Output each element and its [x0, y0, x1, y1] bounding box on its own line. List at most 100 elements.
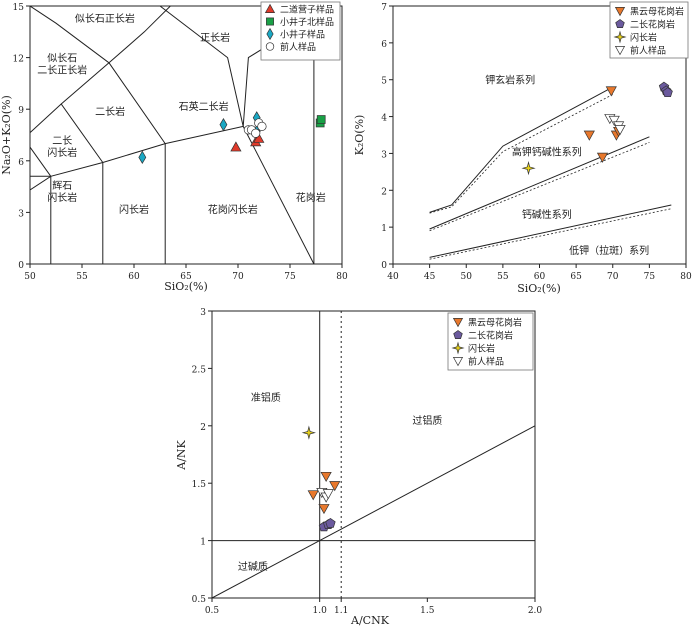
k2o-field-label: 钙碱性系列	[522, 208, 572, 221]
tas-legend-marker	[265, 42, 275, 51]
k2o-data-points	[521, 81, 673, 176]
k2o-x-tick-label: 55	[497, 272, 509, 282]
k2o-field-label: 高钾钙碱性系列	[512, 146, 582, 159]
k2o-x-tick-label: 75	[644, 272, 656, 282]
acnk-x-tick-label: 2.0	[528, 606, 543, 616]
acnk-y-axis-label: A/NK	[175, 439, 188, 470]
acnk-boundary-diagonal	[212, 425, 535, 598]
tas-field-label: 二长岩	[95, 105, 125, 118]
k2o-y-tick-label: 5	[381, 77, 387, 87]
k2o-legend-label: 二长花岗岩	[630, 19, 675, 31]
acnk-x-tick-label: 1.5	[420, 606, 435, 616]
tas-point-s1	[230, 141, 242, 152]
tas-field-label: 正长岩	[200, 31, 230, 44]
tas-y-tick-label: 3	[18, 209, 24, 219]
acnk-legend-label: 前人样品	[468, 356, 504, 368]
acnk-y-tick-label: 2	[200, 423, 206, 433]
k2o-point-s1	[583, 130, 595, 141]
tas-x-tick-label: 60	[128, 272, 140, 282]
acnk-y-tick-label: 0.5	[192, 595, 207, 605]
tas-field-label: 花岗岩	[296, 191, 326, 204]
k2o-legend-marker	[614, 7, 626, 17]
tas-y-axis-label: Na₂O+K₂O(%)	[0, 95, 13, 175]
acnk-point-s4	[322, 489, 334, 500]
tas-field-label: 闪长岩	[47, 191, 77, 204]
k2o-x-tick-label: 80	[680, 272, 692, 282]
acnk-point-s1	[307, 490, 319, 501]
acnk-y-tick-label: 1	[200, 538, 206, 548]
tas-x-tick-label: 50	[24, 272, 36, 282]
k2o-x-tick-label: 40	[387, 272, 399, 282]
k2o-legend-marker	[614, 46, 626, 56]
k2o-x-tick-label: 70	[607, 272, 619, 282]
k2o-legend-marker	[613, 30, 627, 44]
k2o-y-tick-label: 6	[381, 40, 387, 50]
acnk-field-label: 过铝质	[412, 414, 442, 427]
acnk-y-tick-label: 2.5	[192, 365, 207, 375]
k2o-y-tick-label: 0	[381, 261, 387, 271]
k2o-point-s2	[662, 87, 673, 98]
tas-field-boundary	[30, 146, 52, 177]
tas-y-tick-label: 12	[13, 55, 24, 65]
tas-legend-marker	[266, 17, 274, 26]
tas-x-tick-label: 65	[180, 272, 192, 282]
k2o-x-tick-label: 50	[461, 272, 473, 282]
tas-field-label: 石英二长岩	[179, 100, 229, 113]
tas-legend-label: 前人样品	[280, 41, 316, 53]
k2o-x-axis-label: SiO₂(%)	[517, 282, 561, 295]
k2o-x-tick-label: 45	[424, 272, 436, 282]
tas-field-label: 二长	[52, 135, 72, 147]
tas-point-s1	[253, 132, 265, 143]
tas-x-tick-label: 70	[232, 272, 244, 282]
k2o-legend-label: 闪长岩	[630, 32, 657, 44]
tas-legend-label: 二道营子样品	[280, 4, 334, 16]
acnk-axis-ticks: 0.5 1.0 1.1 1.5 2.0 0.5 1 1.5 2 2.5 3	[192, 308, 543, 616]
tas-field-boundary	[242, 126, 315, 264]
tas-x-axis-label: SiO₂(%)	[164, 280, 208, 293]
acnk-legend-marker	[452, 357, 464, 367]
acnk-field-label: 准铝质	[251, 392, 281, 404]
k2o-series-boundary-dashed	[429, 142, 650, 232]
acnk-y-tick-label: 1.5	[192, 480, 207, 490]
k2o-series-boundary-dashed	[429, 208, 672, 260]
tas-point-s4	[251, 128, 261, 138]
tas-legend-marker	[266, 27, 274, 41]
k2o-series-boundary	[429, 204, 672, 258]
acnk-x-tick-label: 1.1	[334, 606, 348, 616]
k2o-x-tick-label: 60	[534, 272, 546, 282]
tas-legend-marker	[264, 3, 276, 13]
tas-y-tick-label: 15	[13, 3, 25, 13]
tas-legend-label: 小井子北样品	[280, 16, 334, 28]
tas-axis-ticks: 50 55 60 65 70 75 80 0 3 6 9 12 15	[13, 3, 348, 282]
acnk-legend-label: 黑云母花岗岩	[468, 317, 522, 329]
tas-chart: 50 55 60 65 70 75 80 0 3 6 9 12 15 似长石正长岩正长岩似长石二长正长岩…	[0, 1, 348, 293]
k2o-field-label: 钾玄岩系列	[485, 74, 535, 87]
acnk-plot-frame	[211, 310, 536, 599]
k2o-field-label: 低钾（拉斑）系列	[569, 244, 649, 257]
acnk-point-s1	[329, 481, 341, 492]
tas-field-label: 花岗闪长岩	[208, 203, 258, 216]
acnk-legend-label: 闪长岩	[468, 343, 495, 355]
k2o-point-s3	[521, 161, 536, 176]
tas-point-s3	[219, 117, 228, 132]
acnk-x-tick-label: 1.0	[313, 606, 328, 616]
acnk-legend-label: 二长花岗岩	[468, 330, 513, 342]
k2o-y-tick-label: 3	[381, 150, 387, 160]
k2o-y-tick-label: 4	[381, 114, 387, 124]
tas-field-label: 似长石	[47, 53, 77, 65]
acnk-legend-marker	[451, 341, 465, 355]
tas-y-tick-label: 9	[18, 106, 24, 116]
k2o-series-boundaries	[429, 86, 672, 260]
acnk-x-tick-label: 0.5	[205, 606, 220, 616]
acnk-y-tick-label: 3	[200, 308, 206, 318]
acnk-point-s2	[325, 517, 336, 528]
acnk-point-s1	[320, 471, 332, 483]
